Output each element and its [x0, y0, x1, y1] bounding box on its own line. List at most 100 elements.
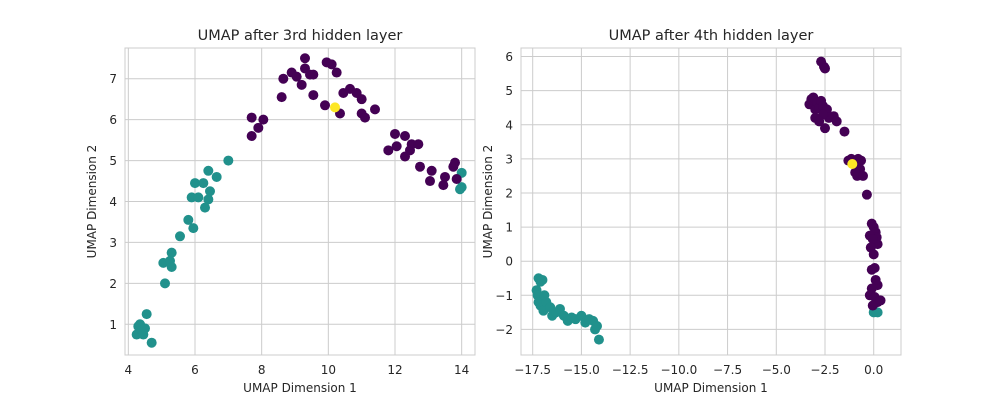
data-point	[308, 90, 319, 101]
plot-frame	[520, 47, 902, 356]
data-point	[203, 194, 214, 205]
y-tick-label: −2	[495, 323, 513, 337]
x-tick-label: −5.0	[762, 363, 791, 377]
x-tick-label: −2.5	[810, 363, 839, 377]
x-tick-label: 0.0	[864, 363, 883, 377]
data-point	[300, 53, 310, 64]
data-point	[593, 334, 604, 345]
data-point	[592, 321, 602, 332]
data-point	[320, 100, 330, 111]
data-point	[390, 128, 400, 139]
data-point	[211, 171, 222, 182]
x-tick-label: 4	[125, 363, 133, 377]
y-tick-label: 6	[109, 113, 117, 127]
data-point	[356, 94, 367, 105]
data-point	[839, 126, 850, 137]
data-point	[160, 278, 170, 289]
data-point	[425, 176, 435, 187]
x-tick-label: −10.0	[660, 363, 697, 377]
y-tick-label: 1	[109, 318, 117, 332]
x-tick-label: −12.5	[612, 363, 649, 377]
y-tick-label: 2	[109, 277, 117, 291]
y-axis-label: UMAP Dimension 2	[85, 145, 99, 259]
chart-title: UMAP after 3rd hidden layer	[198, 28, 403, 44]
series-purple	[804, 56, 886, 311]
data-point	[867, 234, 878, 245]
data-point	[296, 79, 307, 90]
data-point	[223, 155, 234, 166]
data-point	[146, 337, 157, 348]
data-point	[868, 249, 879, 260]
y-tick-label: 6	[505, 50, 513, 64]
series-teal	[131, 155, 467, 348]
data-point	[455, 184, 465, 195]
data-point	[246, 112, 257, 123]
x-tick-label: 10	[321, 363, 336, 377]
x-tick-label: −15.0	[563, 363, 600, 377]
y-tick-label: 4	[109, 195, 117, 209]
x-tick-label: 12	[387, 363, 402, 377]
data-point	[326, 59, 337, 70]
data-point	[867, 300, 878, 311]
data-point	[253, 122, 264, 133]
grid	[521, 48, 901, 355]
data-point	[166, 261, 177, 272]
data-point	[246, 131, 257, 142]
data-point	[861, 189, 872, 200]
data-point	[537, 274, 548, 285]
data-point	[438, 180, 449, 191]
right-scatter-panel: −17.5 −15.0 −12.5 −10.0 −7.5 −5.0 −2.5 0.0 −2 −1 0…	[481, 28, 902, 395]
data-point	[413, 139, 424, 150]
data-point	[330, 102, 340, 113]
data-point	[870, 274, 881, 285]
data-point	[166, 247, 177, 258]
x-tick-label: 8	[258, 363, 266, 377]
x-axis-label: UMAP Dimension 1	[243, 381, 357, 395]
y-tick-label: −1	[495, 289, 513, 303]
series-teal	[531, 273, 883, 345]
data-point	[291, 71, 302, 82]
data-point	[875, 295, 886, 306]
data-point	[205, 186, 215, 197]
data-point	[814, 116, 825, 127]
data-point	[278, 73, 289, 84]
series-yellow	[847, 158, 858, 169]
data-point	[440, 171, 450, 182]
data-point	[383, 145, 394, 156]
y-tick-label: 3	[109, 236, 117, 250]
data-point	[847, 158, 858, 169]
series-purple	[246, 53, 462, 191]
data-point	[858, 170, 868, 181]
data-point	[866, 264, 877, 275]
x-tick-label: −17.5	[514, 363, 551, 377]
data-point	[188, 223, 199, 234]
data-point	[193, 192, 204, 203]
y-tick-label: 7	[109, 72, 117, 86]
data-point	[820, 123, 830, 134]
y-tick-label: 5	[505, 84, 513, 98]
data-point	[331, 67, 342, 78]
data-point	[198, 178, 209, 189]
data-point	[258, 114, 269, 125]
data-point	[856, 155, 867, 166]
data-point	[360, 112, 370, 123]
x-tick-label: 6	[191, 363, 199, 377]
data-point	[451, 173, 462, 184]
data-point	[415, 161, 425, 172]
data-point	[276, 92, 287, 103]
data-point	[450, 157, 460, 168]
data-point	[190, 178, 200, 189]
y-tick-label: 0	[505, 255, 513, 269]
data-point	[175, 231, 185, 242]
y-tick-label: 2	[505, 186, 513, 200]
y-tick-label: 5	[109, 154, 117, 168]
series-yellow	[330, 102, 340, 113]
plot-frame	[124, 47, 476, 356]
data-point	[183, 214, 194, 225]
grid	[125, 48, 475, 355]
data-point	[200, 202, 210, 213]
x-tick-label: 14	[454, 363, 469, 377]
x-axis-label: UMAP Dimension 1	[654, 381, 768, 395]
